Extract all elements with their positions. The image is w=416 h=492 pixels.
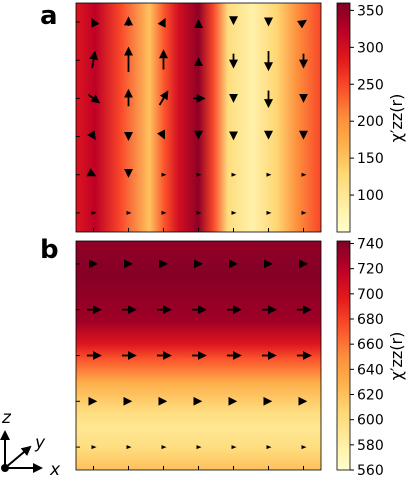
panel-label-a: a (40, 1, 58, 31)
colorbar-tick-label: 700 (357, 287, 384, 303)
colorbar-tick-label: 640 (357, 362, 384, 378)
colorbar-b (336, 240, 351, 471)
field-arrow (301, 445, 307, 450)
field-arrow (158, 90, 169, 106)
colorbar-label-a: χ′zz(r) (387, 94, 406, 143)
field-arrow (86, 168, 97, 177)
colorbar-tick-label: 660 (357, 337, 384, 353)
colorbar-tick-label: 680 (357, 312, 384, 328)
field-arrow (157, 17, 166, 28)
field-arrow (266, 445, 272, 450)
field-arrow (231, 445, 237, 450)
colorbar-tick-label: 720 (357, 262, 384, 278)
field-arrow (89, 50, 99, 69)
field-arrow (161, 172, 167, 177)
field-arrow (301, 172, 307, 177)
field-arrow (126, 210, 132, 215)
field-arrow (87, 93, 101, 104)
heatmap-a (75, 2, 322, 233)
colorbar-tick-label: 560 (357, 463, 384, 479)
axes-triad: z y x (0, 408, 61, 480)
y-axis-label: y (34, 433, 46, 453)
field-arrow (196, 172, 202, 177)
colorbar-tick-label: 740 (357, 237, 384, 253)
field-arrow (231, 210, 237, 215)
axis-ticks-b (76, 263, 304, 470)
field-arrow (161, 445, 167, 450)
axis-ticks-a (76, 21, 304, 232)
colorbar-tick-label: 300 (357, 40, 384, 56)
x-axis-label: x (49, 460, 61, 480)
field-arrow (266, 210, 272, 215)
arrow-field-b (86, 259, 312, 450)
colorbar-label-b: χ′zz(r) (387, 332, 406, 381)
colorbar-tick-label: 580 (357, 438, 384, 454)
field-arrow (126, 445, 132, 450)
colorbar-tick-label: 250 (357, 77, 384, 93)
panel-label-b: b (40, 235, 59, 265)
field-arrow (296, 19, 307, 29)
field-arrow (196, 210, 202, 215)
colorbar-tick-label: 150 (357, 151, 384, 167)
field-arrow (91, 17, 100, 28)
colorbar-a (336, 2, 351, 233)
field-arrow (91, 445, 97, 450)
field-arrow (91, 210, 97, 215)
field-arrow (161, 210, 167, 215)
y-axis-arrow (4, 445, 32, 469)
colorbar-ticks-a: 100 150 200 250 300 350 (350, 3, 384, 204)
colorbar-tick-label: 100 (357, 188, 384, 204)
field-arrow (266, 172, 272, 177)
colorbar-tick-label: 200 (357, 114, 384, 130)
colorbar-tick-label: 600 (357, 413, 384, 429)
arrow-field-a (86, 16, 308, 215)
field-arrow (156, 129, 165, 140)
field-arrow (196, 445, 202, 450)
colorbar-tick-label: 620 (357, 388, 384, 404)
colorbar-tick-label: 350 (357, 3, 384, 19)
field-arrow (301, 210, 307, 215)
z-axis-label: z (1, 408, 12, 428)
colorbar-ticks-b: 560 580 600 620 640 660 680 700 720 740 (350, 237, 384, 479)
origin-dot (1, 464, 9, 472)
field-arrow (87, 130, 96, 141)
field-arrow (231, 172, 237, 177)
